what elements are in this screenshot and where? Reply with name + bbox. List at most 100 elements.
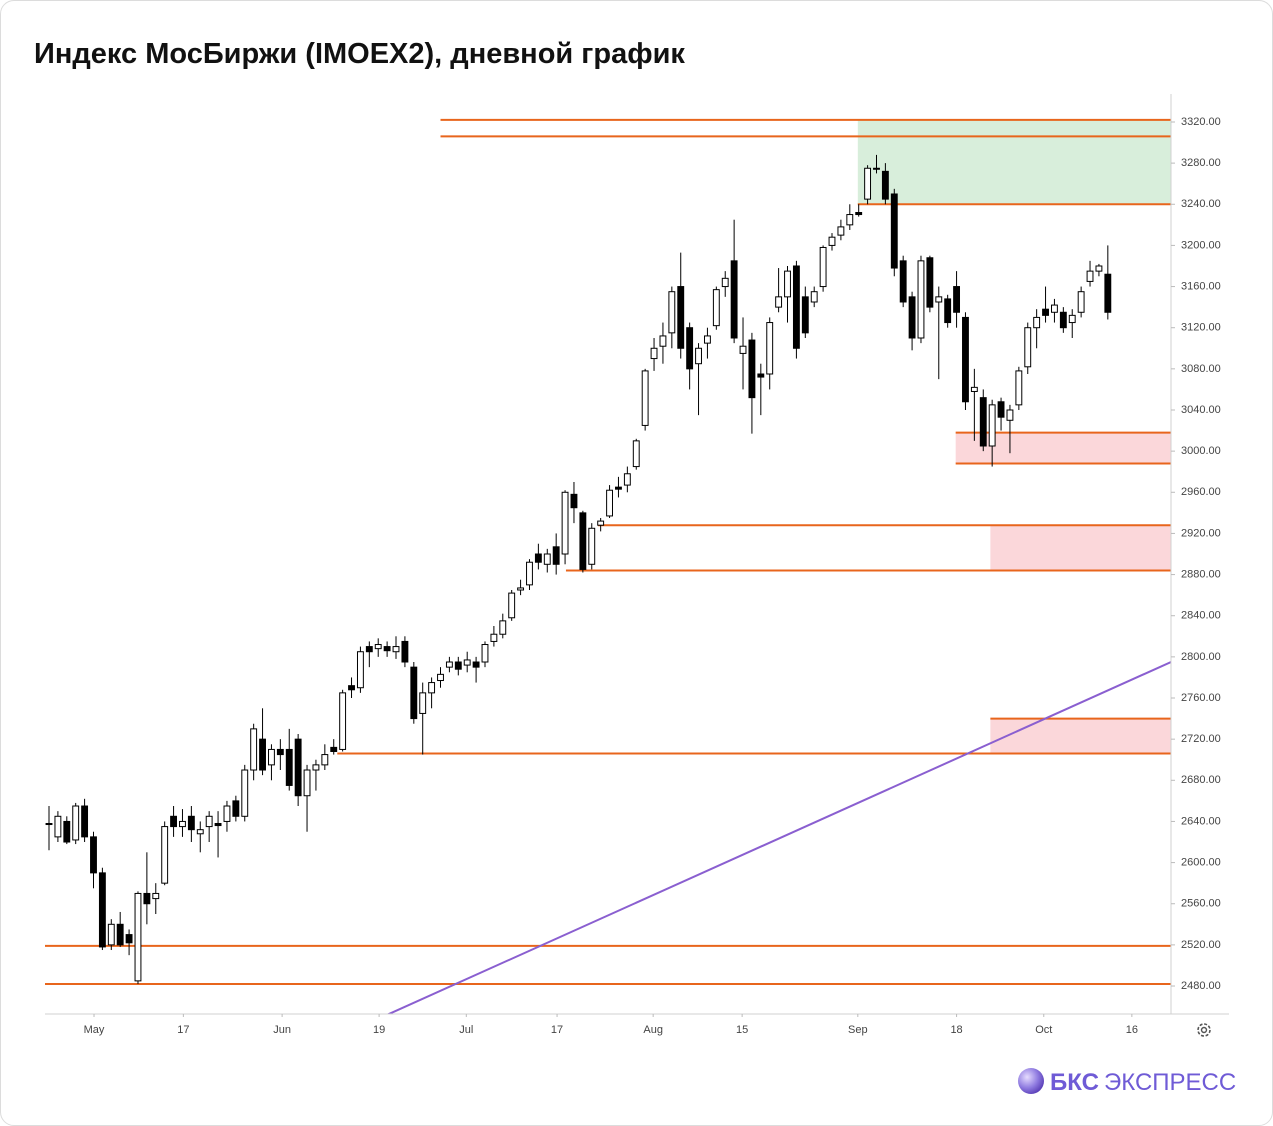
zone [955, 432, 1171, 464]
candle-body [321, 754, 329, 766]
candle-body [116, 923, 124, 946]
candle-body [988, 404, 996, 447]
candle-body [588, 527, 596, 565]
candle-body [232, 800, 240, 817]
candle-body [819, 246, 827, 288]
candle-body [597, 520, 605, 526]
y-tick-label: 3320.00 [1181, 116, 1221, 128]
candle-body [917, 260, 925, 339]
y-tick-label: 2880.00 [1181, 568, 1221, 580]
candle-body [1015, 370, 1023, 406]
candle-body [63, 820, 71, 843]
x-tick-label: 19 [373, 1024, 385, 1036]
candle-body [330, 746, 338, 752]
candle-body [374, 644, 382, 650]
candle-body [410, 666, 418, 720]
candle-body [303, 769, 311, 797]
candle-body [703, 335, 711, 344]
candle-body [107, 923, 115, 946]
y-tick-label: 2760.00 [1181, 692, 1221, 704]
candle-body [508, 592, 516, 619]
candle-body [873, 167, 880, 170]
candle-body [686, 327, 694, 370]
y-tick-label: 2720.00 [1181, 733, 1221, 745]
candle-body [454, 661, 462, 670]
candle-body [205, 815, 213, 828]
candle-body [445, 661, 453, 668]
candle-body [463, 659, 471, 666]
candle-body [944, 298, 952, 324]
candle-body [356, 651, 364, 689]
y-tick-label: 2960.00 [1181, 486, 1221, 498]
candle-body [517, 587, 525, 591]
candle-body [810, 291, 818, 303]
candle-body [926, 257, 934, 308]
y-tick-label: 3160.00 [1181, 280, 1221, 292]
candle-body [1033, 316, 1041, 329]
candle-body [285, 748, 293, 786]
candle-body [143, 892, 151, 905]
candle-body [1095, 265, 1103, 272]
candle-body [401, 640, 409, 663]
settings-icon[interactable] [1197, 1023, 1211, 1037]
x-tick-label: 16 [1126, 1024, 1138, 1036]
candle-body [828, 236, 836, 246]
candle-body [1068, 314, 1076, 324]
zone [857, 119, 1171, 205]
candle-body [223, 805, 231, 822]
x-tick-label: Jun [273, 1024, 291, 1036]
candle-body [1051, 304, 1058, 313]
candle-body [1104, 273, 1112, 313]
y-tick-label: 2480.00 [1181, 980, 1221, 992]
zone [990, 718, 1171, 754]
candle-body [855, 211, 863, 216]
plot-area [45, 118, 1171, 1014]
y-tick-label: 3240.00 [1181, 198, 1221, 210]
y-tick-label: 3040.00 [1181, 404, 1221, 416]
y-tick-label: 2800.00 [1181, 651, 1221, 663]
candle-body [908, 296, 916, 339]
candle-body [739, 345, 747, 354]
candle-body [881, 170, 889, 200]
x-tick-label: Sep [848, 1024, 868, 1036]
candle-body [721, 277, 729, 288]
candle-body [419, 692, 427, 714]
candle-body [864, 167, 872, 200]
candle-body [294, 738, 302, 797]
x-tick-label: 15 [736, 1024, 748, 1036]
candle-body [695, 347, 702, 365]
candle-body [179, 820, 186, 828]
candle-body [90, 836, 97, 874]
candle-body [846, 214, 854, 226]
candle-body [997, 401, 1005, 418]
candle-body [499, 620, 507, 635]
x-tick-label: Oct [1035, 1024, 1052, 1036]
candle-body [677, 286, 685, 349]
candle-body [214, 822, 222, 827]
x-tick-label: Jul [459, 1024, 473, 1036]
candle-body [766, 322, 774, 375]
y-tick-label: 3280.00 [1181, 157, 1221, 169]
candle-body [437, 673, 444, 682]
candle-body [962, 316, 969, 403]
candle-body [659, 335, 667, 347]
candle-body [196, 829, 204, 835]
candle-body [757, 373, 765, 378]
candle-body [348, 685, 355, 691]
candle-body [552, 546, 560, 565]
candle-body [615, 486, 622, 490]
candle-body [748, 339, 756, 399]
x-tick-label: 18 [950, 1024, 962, 1036]
y-tick-label: 3080.00 [1181, 363, 1221, 375]
y-tick-label: 2840.00 [1181, 610, 1221, 622]
x-tick-label: May [84, 1024, 105, 1036]
candle-body [1086, 270, 1094, 282]
candle-body [161, 826, 169, 884]
candle-body [979, 397, 987, 447]
candle-body [365, 646, 373, 653]
candle-body [668, 291, 676, 334]
candle-body [392, 646, 400, 653]
candle-body [241, 769, 249, 817]
candle-body [125, 934, 133, 944]
candle-body [45, 822, 53, 826]
